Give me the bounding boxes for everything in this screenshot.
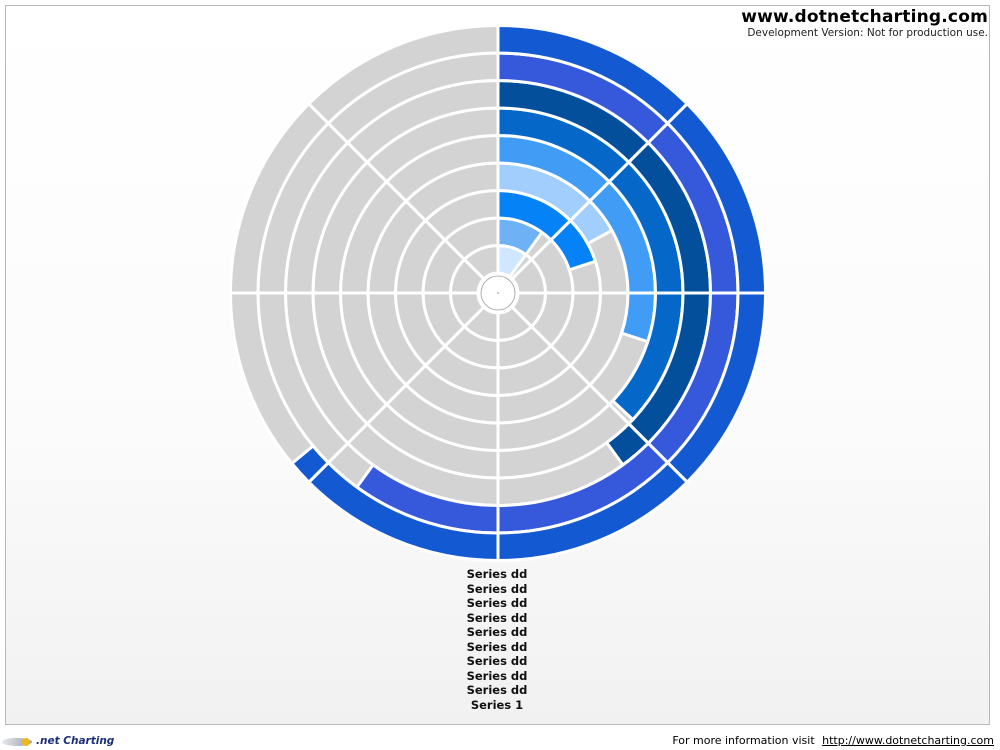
footer-logo[interactable]: .net Charting: [2, 733, 114, 749]
legend-entry: Series dd: [466, 610, 528, 625]
legend-entry: Series dd: [466, 654, 528, 668]
watermark: www.dotnetcharting.com Development Versi…: [741, 7, 988, 39]
legend-entry: Series dd: [466, 683, 528, 697]
center-dot: [497, 292, 499, 294]
watermark-notice: Development Version: Not for production …: [747, 27, 988, 39]
ring-9-value-segment[interactable]: [289, 443, 331, 485]
footer-info: For more information visit http://www.do…: [672, 734, 994, 747]
footer-logo-text: .net Charting: [36, 735, 115, 747]
footer-info-text: For more information visit: [672, 734, 815, 747]
legend: Series dd Series dd Series dd Series dd Seri…: [397, 567, 597, 712]
footer: .net Charting For more information visit…: [0, 731, 1000, 750]
legend-entry: Series dd: [466, 596, 528, 610]
legend-entry: Series 1: [470, 697, 524, 712]
legend-entry: Series dd: [466, 581, 528, 596]
legend-entry: Series dd: [466, 625, 528, 639]
ring-9-track-segment: [306, 23, 500, 126]
legend-entry: Series dd: [466, 639, 528, 654]
legend-entry: Series dd: [466, 668, 528, 683]
footer-link[interactable]: http://www.dotnetcharting.com: [822, 734, 994, 747]
watermark-site: www.dotnetcharting.com: [741, 7, 988, 27]
dotnetcharting-logo-icon: [2, 735, 34, 747]
legend-entry: Series dd: [466, 567, 528, 581]
